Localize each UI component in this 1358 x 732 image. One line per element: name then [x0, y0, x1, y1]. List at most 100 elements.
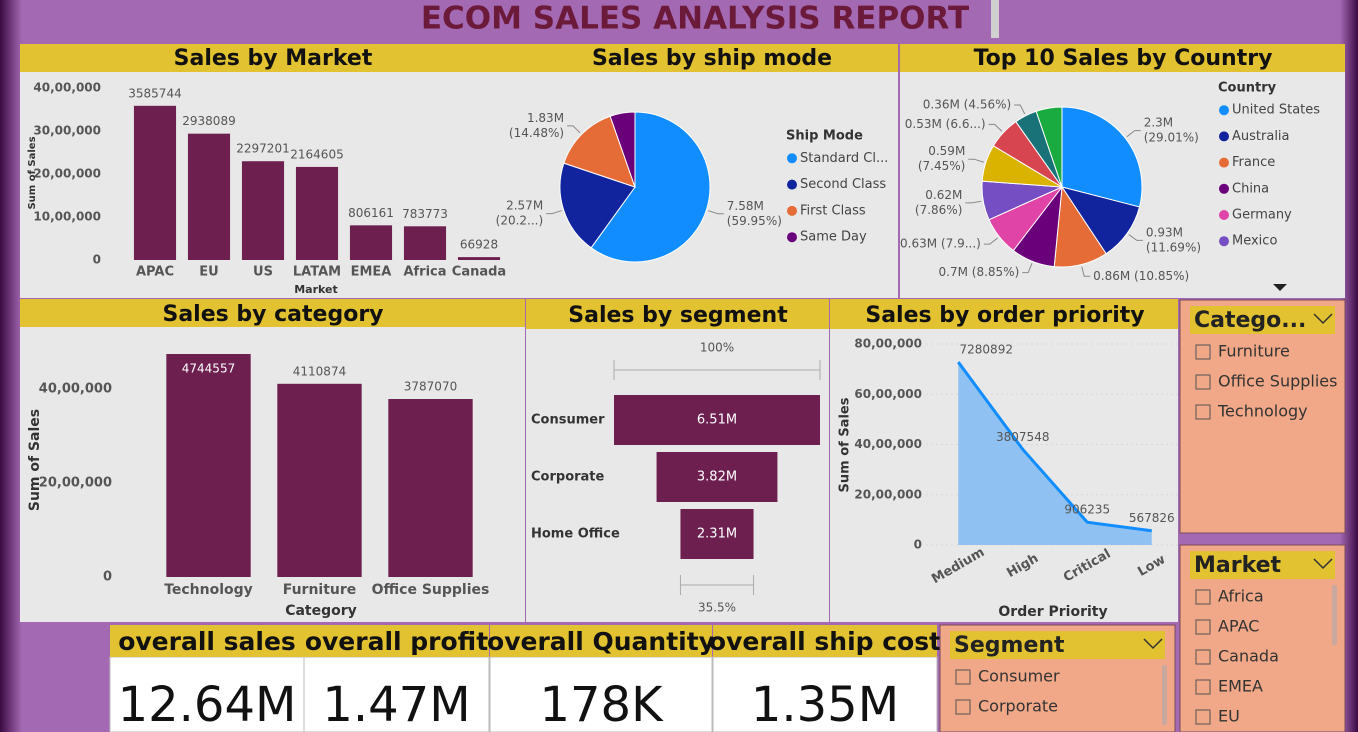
kpi-header	[110, 625, 304, 657]
slicer-item[interactable]: Canada	[1218, 647, 1279, 666]
x-tick-label: Canada	[452, 265, 506, 280]
report-title: ECOM SALES ANALYSIS REPORT	[421, 1, 969, 37]
y-axis-label: Sum of Sales	[838, 397, 853, 492]
legend-marker	[1219, 157, 1229, 168]
chart-title: Sales by segment	[568, 303, 788, 328]
data-label: (29.01%)	[1144, 131, 1199, 145]
funnel-bar	[614, 395, 820, 445]
x-axis-label: Market	[294, 283, 338, 296]
y-tick-label: 10,00,000	[33, 210, 101, 224]
slicer-item[interactable]: Technology	[1217, 402, 1308, 421]
legend-label: Germany	[1232, 208, 1292, 223]
leader-line	[983, 237, 998, 245]
bar	[133, 105, 177, 260]
slicer-chevron[interactable]	[1313, 558, 1333, 570]
chart-title: Sales by ship mode	[592, 46, 832, 71]
pie-slice	[1035, 106, 1063, 188]
legend-marker	[1219, 210, 1229, 220]
kpi-value: 178K	[539, 677, 664, 732]
funnel-bar	[656, 452, 778, 502]
legend-marker	[1219, 183, 1229, 194]
data-label: 3807548	[996, 430, 1049, 444]
data-label: 6.51M	[697, 413, 737, 428]
chart-title: Top 10 Sales by Country	[974, 46, 1273, 71]
y-tick-label: 80,00,000	[854, 337, 922, 351]
checkbox[interactable]	[1195, 589, 1211, 605]
checkbox[interactable]	[1195, 649, 1211, 665]
leader-line	[546, 210, 562, 215]
slicer-header	[1190, 551, 1335, 579]
area	[958, 362, 1152, 545]
kpi-header	[304, 625, 489, 657]
slicer-item[interactable]: APAC	[1218, 617, 1259, 636]
y-tick-label: 40,00,000	[39, 382, 112, 397]
slicer-item[interactable]: Office Supplies	[1218, 372, 1337, 391]
data-label: 0.59M	[928, 144, 965, 158]
legend-label: France	[1232, 155, 1275, 170]
legend-marker	[787, 153, 797, 164]
slicer-title: Market	[1194, 553, 1282, 578]
leader-line	[1081, 266, 1091, 277]
slicer-item[interactable]: Corporate	[978, 697, 1058, 716]
slicer-item[interactable]: Africa	[1218, 587, 1264, 606]
legend-marker	[787, 179, 797, 190]
legend-label: Same Day	[800, 230, 867, 245]
divider	[991, 0, 999, 38]
data-label: (11.69%)	[1146, 240, 1201, 254]
kpi-label: overall Quantity	[487, 627, 715, 656]
panel-header	[526, 299, 829, 329]
pie-slice	[1061, 106, 1143, 208]
checkbox[interactable]	[1195, 679, 1211, 695]
bar	[241, 161, 285, 260]
x-tick-label: EMEA	[351, 265, 392, 280]
scrollbar	[1332, 585, 1337, 645]
checkbox[interactable]	[1195, 709, 1211, 725]
y-tick-label: 40,00,000	[854, 437, 922, 451]
panel-header	[20, 44, 525, 72]
leader-line	[708, 210, 724, 215]
data-label: 66928	[460, 238, 498, 252]
checkbox[interactable]	[1195, 404, 1211, 420]
checkbox[interactable]	[1195, 619, 1211, 635]
y-tick-label: 0	[103, 570, 112, 585]
leader-line	[968, 158, 984, 163]
slicer-chevron[interactable]	[1313, 313, 1333, 325]
kpi-value: 1.35M	[751, 677, 899, 732]
leader-line	[1022, 263, 1033, 274]
x-axis-label: Category	[285, 603, 357, 619]
data-label: 7280892	[960, 343, 1013, 357]
legend-label: Second Class	[800, 177, 886, 192]
category-label: Home Office	[531, 527, 620, 542]
data-label: (7.86%)	[915, 203, 962, 217]
chart-title: Sales by order priority	[865, 303, 1144, 328]
slicer-chevron[interactable]	[1143, 638, 1163, 650]
kpi-card	[109, 656, 305, 732]
data-label: 2297201	[236, 142, 289, 156]
slicer-item[interactable]: Furniture	[1218, 342, 1290, 361]
slicer-item[interactable]: EU	[1218, 707, 1240, 726]
checkbox[interactable]	[1195, 344, 1211, 360]
bar	[166, 354, 251, 577]
x-tick-label: LATAM	[293, 265, 341, 280]
slicer-item[interactable]: EMEA	[1218, 677, 1263, 696]
checkbox[interactable]	[955, 699, 971, 715]
legend-marker	[787, 205, 797, 216]
data-label: 0.93M	[1146, 225, 1183, 239]
y-axis-label: Sum of Sales	[27, 409, 43, 511]
legend-title: Ship Mode	[786, 129, 863, 144]
legend-label: United States	[1232, 103, 1320, 118]
scroll-arrow[interactable]	[1273, 284, 1287, 291]
panel-header	[830, 299, 1178, 329]
data-label: 7.58M	[727, 199, 764, 213]
annotation: 35.5%	[698, 601, 736, 615]
checkbox[interactable]	[1195, 374, 1211, 390]
leader-line	[567, 125, 581, 134]
slicer-item[interactable]: Consumer	[978, 667, 1060, 686]
slicer-header	[950, 631, 1165, 659]
legend-title: Country	[1218, 81, 1277, 96]
checkbox[interactable]	[955, 669, 971, 685]
kpi-label: overall ship cost	[709, 627, 941, 656]
x-tick-label: US	[253, 265, 273, 280]
data-label: 2.57M	[506, 199, 543, 213]
